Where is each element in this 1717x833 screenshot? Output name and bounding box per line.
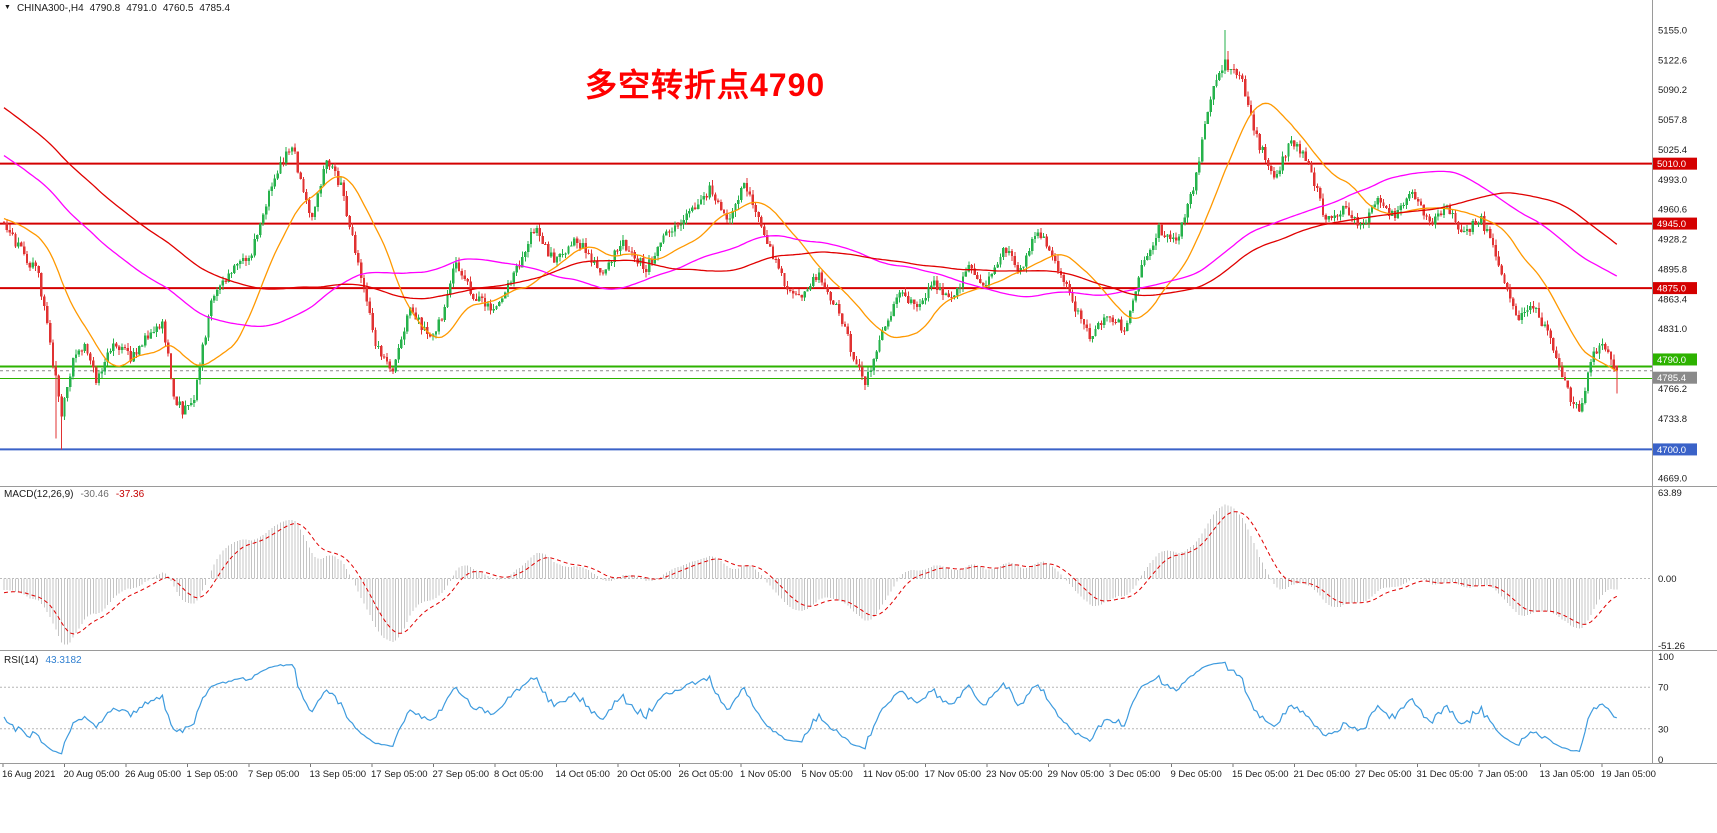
time-axis-label: 7 Sep 05:00: [248, 769, 299, 780]
price-axis-label: 4993.0: [1658, 175, 1687, 186]
time-axis-label: 27 Dec 05:00: [1355, 769, 1412, 780]
price-axis: 5155.0 5122.6 5090.2 5057.8 5025.4 4993.0 4960…: [1658, 26, 1687, 485]
rsi-indicator-name: RSI(14): [4, 655, 39, 666]
high-value: 4791.0: [126, 3, 157, 14]
candles-layer: [2, 30, 1618, 450]
price-axis-label: 4733.8: [1658, 414, 1687, 425]
price-axis-label: 4928.2: [1658, 235, 1687, 246]
time-axis-label: 5 Nov 05:00: [802, 769, 853, 780]
rsi-axis-label: 100: [1658, 652, 1674, 663]
price-axis-label: 5025.4: [1658, 145, 1687, 156]
svg-text:4785.4: 4785.4: [1657, 373, 1686, 384]
moving-average-89: [3, 155, 1618, 328]
svg-text:4790.0: 4790.0: [1657, 355, 1686, 366]
price-tag: 4790.0: [1653, 353, 1697, 366]
svg-text:4700.0: 4700.0: [1657, 445, 1686, 456]
time-axis-label: 11 Nov 05:00: [863, 769, 919, 780]
rsi-value: 43.3182: [45, 655, 82, 666]
macd-axis-label: -51.26: [1658, 641, 1685, 652]
price-axis-label: 4863.4: [1658, 294, 1687, 305]
macd-label: MACD(12,26,9) -30.46 -37.36: [4, 489, 144, 500]
svg-text:4875.0: 4875.0: [1657, 284, 1686, 295]
price-axis-label: 4766.2: [1658, 384, 1687, 395]
moving-average-130: [3, 107, 1618, 300]
annotation-text: 多空转折点4790: [585, 67, 826, 103]
time-axis-label: 16 Aug 2021: [2, 769, 55, 780]
svg-text:4945.0: 4945.0: [1657, 219, 1686, 230]
macd-main-value: -30.46: [80, 489, 109, 500]
symbol-period-label: CHINA300-,H4: [16, 3, 84, 14]
time-axis-label: 27 Sep 05:00: [433, 769, 490, 780]
price-tag: 4785.4: [1653, 371, 1697, 384]
time-axis-label: 31 Dec 05:00: [1417, 769, 1474, 780]
price-axis-label: 4960.6: [1658, 205, 1687, 216]
time-axis-label: 17 Sep 05:00: [371, 769, 428, 780]
price-axis-label: 4669.0: [1658, 473, 1687, 484]
time-axis-label: 13 Sep 05:00: [310, 769, 367, 780]
time-axis-label: 20 Aug 05:00: [64, 769, 120, 780]
time-axis-label: 13 Jan 05:00: [1540, 769, 1595, 780]
time-axis-label: 15 Dec 05:00: [1232, 769, 1289, 780]
time-axis-label: 29 Nov 05:00: [1048, 769, 1105, 780]
rsi-line: [3, 661, 1617, 755]
horizontal-level-lines[interactable]: [0, 162, 1652, 451]
panel-separators: [0, 0, 1717, 764]
time-axis-label: 26 Oct 05:00: [679, 769, 733, 780]
time-axis-label: 19 Jan 05:00: [1601, 769, 1656, 780]
price-axis-label: 5057.8: [1658, 115, 1687, 126]
price-tag: 5010.0: [1653, 157, 1697, 170]
rsi-axis-label: 0: [1658, 755, 1663, 766]
rsi-label: RSI(14) 43.3182: [4, 655, 82, 666]
price-axis-label: 4831.0: [1658, 324, 1687, 335]
time-axis-label: 1 Nov 05:00: [740, 769, 791, 780]
open-value: 4790.8: [89, 3, 121, 14]
price-axis-label: 5155.0: [1658, 26, 1687, 37]
macd-axis-label: 63.89: [1658, 488, 1682, 499]
close-value: 4785.4: [199, 3, 231, 14]
macd-axis: 63.89 0.00 -51.26: [1658, 488, 1685, 652]
price-tag: 4945.0: [1653, 217, 1697, 230]
price-axis-label: 5090.2: [1658, 85, 1687, 96]
time-axis-label: 7 Jan 05:00: [1478, 769, 1528, 780]
price-tag: 4700.0: [1653, 443, 1697, 456]
rsi-axis-label: 70: [1658, 683, 1669, 694]
svg-text:5010.0: 5010.0: [1657, 159, 1686, 170]
low-value: 4760.5: [162, 3, 194, 14]
time-axis-label: 21 Dec 05:00: [1294, 769, 1351, 780]
time-axis-label: 9 Dec 05:00: [1171, 769, 1222, 780]
time-axis-label: 20 Oct 05:00: [617, 769, 671, 780]
macd-axis-label: 0.00: [1658, 574, 1677, 585]
time-axis-label: 23 Nov 05:00: [986, 769, 1043, 780]
price-tag: 4875.0: [1653, 282, 1697, 295]
macd-signal-value: -37.36: [115, 489, 145, 500]
price-axis-label: 5122.6: [1658, 55, 1687, 66]
time-axis-label: 8 Oct 05:00: [494, 769, 543, 780]
time-axis: 16 Aug 2021 20 Aug 05:00 26 Aug 05:00 1 Sep…: [2, 764, 1656, 780]
macd-signal-line: [3, 511, 1618, 635]
ohlc-info-bar: ▼ CHINA300-,H4 4790.8 4791.0 4760.5 4785…: [4, 3, 230, 14]
time-axis-label: 17 Nov 05:00: [925, 769, 982, 780]
time-axis-label: 14 Oct 05:00: [556, 769, 610, 780]
rsi-axis-label: 30: [1658, 724, 1669, 735]
time-axis-label: 1 Sep 05:00: [187, 769, 238, 780]
time-axis-label: 26 Aug 05:00: [125, 769, 181, 780]
macd-indicator-name: MACD(12,26,9): [4, 489, 74, 500]
rsi-axis: 100 70 30 0: [1658, 652, 1674, 766]
price-axis-label: 4895.8: [1658, 264, 1687, 275]
moving-average-24: [3, 102, 1618, 372]
chart-marker-icon: ▼: [4, 4, 11, 11]
time-axis-label: 3 Dec 05:00: [1109, 769, 1160, 780]
